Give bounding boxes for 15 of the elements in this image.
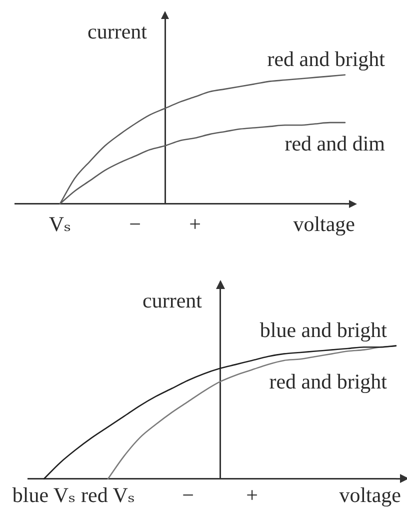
y-axis-title: current [88, 20, 148, 44]
x-axis-title: voltage [293, 212, 355, 236]
x-axis-title: voltage [339, 482, 401, 507]
x-tick-label: Vₛ [48, 212, 72, 236]
x-tick-label: blue Vₛ [12, 482, 76, 507]
x-tick-label: − [129, 212, 141, 236]
x-tick-label: red Vₛ [81, 482, 135, 507]
series-label: red and bright [267, 46, 386, 71]
x-tick-label: + [189, 212, 201, 236]
series-label: red and bright [269, 369, 388, 394]
series-label: red and dim [284, 131, 386, 156]
series-label: blue and bright [260, 318, 388, 342]
y-axis-title: current [142, 288, 202, 313]
x-tick-label: + [246, 482, 258, 507]
x-tick-label: − [182, 482, 194, 507]
